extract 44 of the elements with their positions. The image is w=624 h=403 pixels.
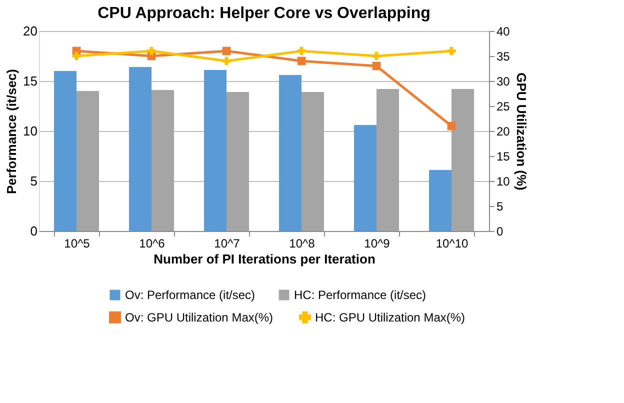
bar [354,125,376,231]
y2-tick-label: 35 [496,50,510,64]
legend-label: Ov: Performance (it/sec) [125,288,256,302]
y-tick-label: 0 [30,224,38,238]
y-axis-title: Performance (it/sec) [4,69,20,194]
point [372,62,381,70]
bar [152,90,174,231]
bar [452,89,474,231]
x-tick-label: 10^10 [436,236,468,250]
point [222,46,231,56]
y2-tick-label: 0 [496,224,504,238]
bar [302,92,324,231]
y2-tick-label: 30 [496,74,510,88]
point [297,56,306,66]
y2-tick-label: 15 [496,150,510,164]
y-tick-label: 5 [30,174,38,188]
legend-label: Ov: GPU Utilization Max(%) [125,310,274,324]
y2-tick-label: 10 [496,174,510,188]
point [447,122,456,130]
bar [429,170,452,231]
y2-tick-label: 25 [496,100,510,114]
x-tick-label: 10^7 [214,236,240,250]
y2-tick-label: 5 [496,200,504,214]
y-tick-label: 15 [23,74,38,88]
y2-tick-label: 20 [496,124,510,138]
x-axis-title: Number of PI Iterations per Iteration [154,252,376,266]
bar [129,67,152,231]
x-tick-label: 10^5 [64,236,90,250]
x-tick-label: 10^6 [139,236,166,250]
bar [376,89,399,231]
bar [279,75,302,231]
bar [76,91,99,231]
chart-title: CPU Approach: Helper Core vs Overlapping [98,5,430,22]
bar [204,70,226,231]
legend-label: HC: Performance (it/sec) [294,288,426,302]
bar [226,92,249,231]
y-tick-label: 20 [23,24,38,38]
legend-label: HC: GPU Utilization Max(%) [315,310,466,324]
y2-axis-title: GPU Utilization (%) [514,72,529,190]
x-tick-label: 10^8 [289,236,316,250]
x-tick-label: 10^9 [364,236,390,250]
y-tick-label: 10 [23,124,38,138]
y2-tick-label: 40 [496,24,510,38]
bar [54,71,76,231]
